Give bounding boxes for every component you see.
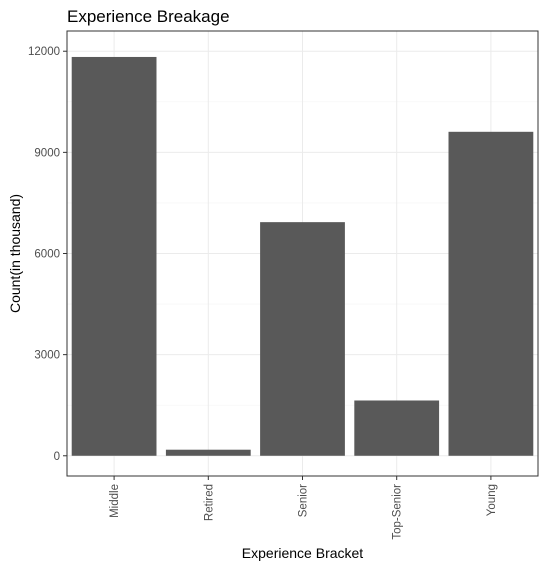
y-tick-label: 9000 xyxy=(34,147,60,159)
bar-middle xyxy=(71,56,157,456)
x-tick-label: Retired xyxy=(203,484,215,521)
bar-retired xyxy=(165,449,251,456)
x-tick-label: Senior xyxy=(298,484,310,517)
y-tick-label: 3000 xyxy=(34,350,60,362)
y-axis-title: Count(in thousand) xyxy=(7,194,23,313)
y-axis: 0 3000 6000 9000 12000 xyxy=(28,46,67,463)
x-axis: Middle Retired Senior Top-Senior Young xyxy=(109,476,498,540)
y-tick-label: 0 xyxy=(54,451,60,463)
bar-top-senior xyxy=(354,400,440,456)
x-tick-label: Young xyxy=(486,484,498,516)
y-tick-label: 12000 xyxy=(28,46,60,58)
x-axis-title: Experience Bracket xyxy=(242,545,364,561)
bar-young xyxy=(448,131,534,456)
chart-title: Experience Breakage xyxy=(67,7,230,26)
bars xyxy=(71,56,534,456)
x-tick-label: Middle xyxy=(109,484,121,518)
x-tick-label: Top-Senior xyxy=(392,484,404,540)
y-tick-label: 6000 xyxy=(34,249,60,261)
bar-senior xyxy=(260,222,345,456)
